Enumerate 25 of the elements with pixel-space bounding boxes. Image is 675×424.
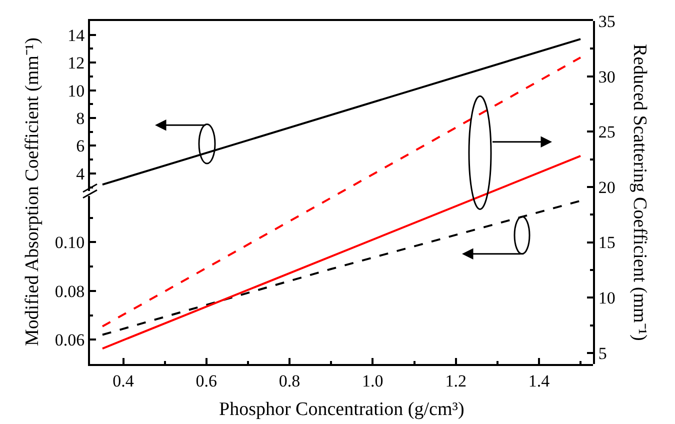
y2-tick-label: 35 (598, 12, 616, 31)
x-tick-label: 1.0 (362, 371, 384, 390)
y-tick-label: 0.08 (54, 282, 85, 301)
y-tick-label: 6 (76, 136, 85, 156)
y2-tick-label: 5 (598, 344, 607, 363)
y2-axis-title: Reduced Scattering Coefficient (mm⁻¹) (629, 44, 650, 341)
x-tick-label: 0.6 (196, 371, 218, 390)
y-tick-label: 8 (76, 108, 85, 128)
y2-tick-label: 25 (598, 122, 616, 142)
y-tick-label: 0.06 (54, 330, 85, 350)
y2-tick-label: 15 (598, 233, 616, 252)
y-tick-label: 0.10 (54, 233, 85, 252)
y-axis-title: Modified Absorption Coefficient (mm⁻¹) (22, 38, 43, 346)
x-tick-label: 0.8 (278, 371, 300, 390)
y-tick-label: 10 (68, 81, 85, 100)
y2-tick-label: 20 (598, 178, 616, 197)
x-tick-label: 0.4 (112, 371, 134, 390)
x-tick-label: 1.2 (445, 371, 466, 390)
y-tick-label: 12 (68, 54, 85, 73)
x-axis-title: Phosphor Concentration (g/cm³) (219, 399, 464, 420)
x-tick-label: 1.4 (528, 371, 550, 390)
y2-tick-label: 30 (598, 67, 616, 86)
y-tick-label: 4 (76, 164, 86, 184)
y2-tick-label: 10 (598, 288, 616, 308)
y-tick-label: 14 (68, 26, 86, 45)
